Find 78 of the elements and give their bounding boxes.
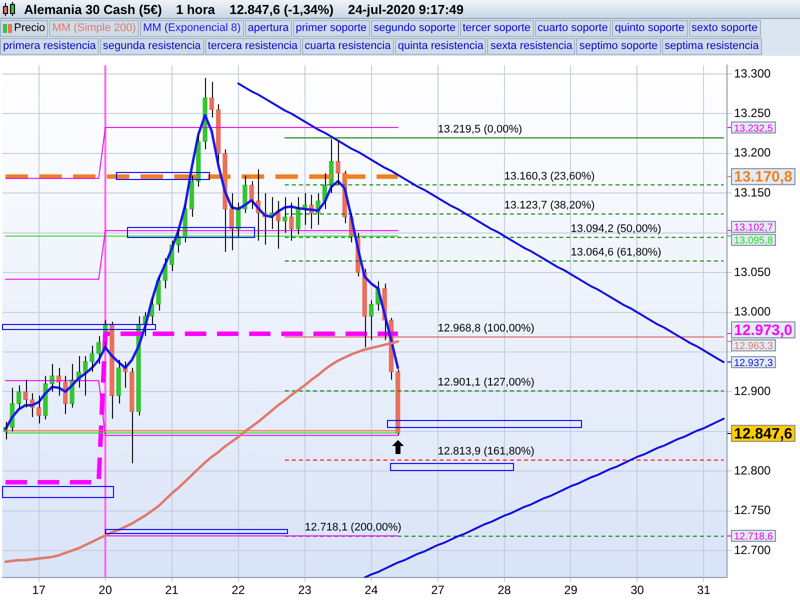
candlestick	[130, 367, 134, 464]
candlestick	[16, 384, 22, 410]
annotation: 12.718,1 (200,00%)	[304, 522, 402, 534]
annotation: 13.160,3 (23,60%)	[504, 170, 595, 182]
y-tick-label: 13.200	[734, 146, 772, 160]
text: sexto soporte	[688, 20, 761, 37]
text: quinta resistencia	[394, 38, 486, 55]
y-tick-label: 12.973,0	[734, 322, 792, 339]
candlestick	[83, 355, 88, 396]
x-tick-label: 22	[232, 583, 246, 598]
x-tick-label: 17	[32, 583, 46, 598]
text: tercera resistencia	[204, 38, 301, 55]
annotation: 12.968,8 (100,00%)	[438, 322, 534, 335]
text: cuarto soporte	[534, 20, 611, 37]
y-tick-label: 13.170,8	[734, 168, 792, 186]
x-tick-label: 28	[498, 583, 512, 598]
y-tick-label: 13.000	[734, 304, 772, 319]
x-tick-label: 21	[165, 583, 179, 598]
candlestick	[368, 300, 374, 341]
y-tick-label: 12.800	[734, 463, 772, 478]
candlestick	[336, 140, 340, 186]
y-tick-label: 12.847,6	[734, 425, 792, 442]
annotation: 13.094,2 (50,00%)	[570, 222, 662, 235]
chart-subtitle: 1 hora 12.847,6 (-1,34%) 24-jul-2020 9:17:49	[176, 2, 464, 16]
candlestick	[216, 104, 221, 162]
y-tick-label: 13.095,8	[734, 236, 774, 247]
y-tick-label: 12.700	[734, 542, 772, 557]
y-tick-label: 13.150	[734, 185, 772, 200]
candlestick	[23, 379, 28, 408]
legend-label: Precio	[14, 21, 46, 36]
text: tercer soporte	[460, 20, 534, 37]
candlestick	[282, 196, 288, 234]
annotation: 13.064,6 (61,80%)	[570, 246, 662, 258]
x-tick-label: 27	[431, 583, 445, 598]
candlestick	[90, 345, 94, 372]
x-tick-label: 29	[564, 583, 578, 598]
candlestick	[110, 321, 114, 420]
y-tick-label: 13.300	[734, 66, 772, 80]
candlestick	[189, 175, 194, 218]
annotation: 12.813,9 (161,80%)	[438, 446, 534, 458]
annotation: 13.219,5 (0,00%)	[438, 123, 522, 136]
candlestick	[229, 192, 234, 251]
text: segunda resistencia	[100, 38, 204, 55]
y-tick-label: 12.718,6	[734, 532, 774, 543]
candlestick	[116, 359, 121, 404]
x-tick-label: 23	[298, 583, 312, 598]
text: septimo soporte	[576, 38, 661, 55]
candlestick	[289, 202, 294, 242]
candlestick	[36, 395, 42, 424]
candlestick	[96, 336, 101, 364]
text: sexta resistencia	[487, 38, 576, 55]
x-tick-label: 24	[364, 583, 378, 598]
annotation: 13.123,7 (38,20%)	[504, 200, 595, 212]
x-tick-label: 20	[98, 583, 112, 598]
text: segundo soporte	[370, 20, 459, 37]
x-tick-label: 30	[630, 583, 644, 598]
y-tick-label: 12.963,3	[734, 341, 774, 352]
text: quinto soporte	[612, 20, 688, 37]
y-tick-label: 13.050	[734, 264, 772, 279]
y-tick-label: 13.102,7	[734, 222, 774, 234]
y-tick-label: 12.937,3	[734, 358, 774, 369]
candlestick	[296, 196, 300, 235]
text: apertura	[244, 20, 292, 37]
y-tick-label: 12.900	[734, 384, 772, 398]
y-tick-label: 13.250	[734, 106, 772, 120]
chart-title: Alemania 30 Cash (5€)	[24, 2, 162, 16]
candlestick	[396, 368, 400, 436]
y-tick-label: 12.750	[734, 503, 772, 518]
text: septima resistencia	[662, 38, 762, 55]
text: cuarta resistencia	[302, 38, 394, 55]
annotation: 12.901,1 (127,00%)	[438, 376, 534, 388]
y-tick-label: 13.232,5	[734, 123, 774, 134]
text: MM (Simple 200)	[52, 21, 136, 36]
text: primer soporte	[292, 20, 370, 37]
text: MM (Exponencial 8)	[142, 21, 241, 36]
candlestick	[209, 81, 214, 118]
text: primera resistencia	[0, 38, 99, 55]
x-tick-label: 31	[697, 583, 711, 598]
